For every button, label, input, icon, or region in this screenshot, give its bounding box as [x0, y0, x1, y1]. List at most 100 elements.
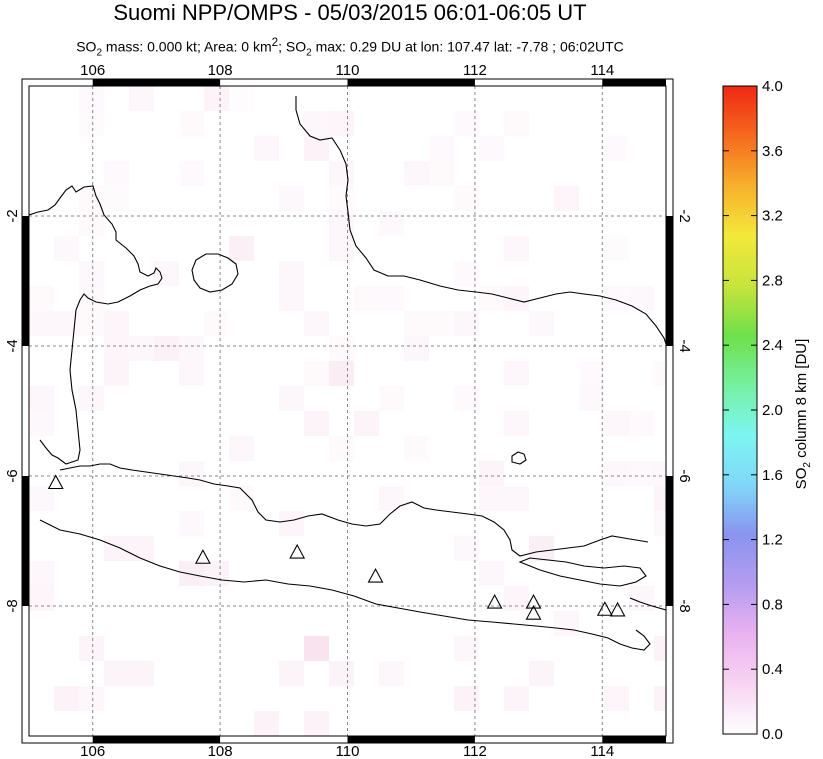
axis-tick-labels: 106 106 108 108 110 110 112 112 114 114 -2 -2 -4 -4 -6… [4, 62, 693, 759]
so2-cell [179, 111, 204, 136]
so2-cell [554, 186, 579, 211]
colorbar-tick-label: 0.4 [762, 661, 783, 678]
so2-cell [329, 236, 354, 261]
so2-cell [604, 461, 629, 486]
so2-cell [654, 461, 666, 486]
lon-tick-label-bottom: 112 [463, 743, 487, 759]
coastline-madura [518, 557, 647, 587]
so2-cell [629, 586, 654, 611]
so2-cell [479, 461, 504, 486]
so2-cell [29, 286, 54, 311]
so2-background-cells [29, 86, 666, 736]
so2-cell [329, 111, 354, 136]
so2-cell [79, 686, 104, 711]
lat-tick-label-right: -2 [676, 209, 693, 222]
so2-cell [379, 661, 404, 686]
so2-cell [229, 436, 254, 461]
colorbar-tick-label: 0.8 [762, 596, 783, 613]
so2-cell [79, 286, 104, 311]
coastline-bangka-island [191, 253, 239, 293]
so2-cell [279, 661, 304, 686]
colorbar-tick-label: 2.4 [762, 337, 783, 354]
lon-tick-label-bottom: 114 [590, 743, 614, 759]
so2-cell [104, 361, 129, 386]
so2-cell [154, 336, 179, 361]
so2-cell [54, 686, 79, 711]
volcano-markers [47, 474, 626, 620]
coastline-java-south [39, 519, 651, 651]
so2-cell [29, 486, 54, 511]
lat-tick-label-left: -6 [4, 469, 21, 482]
so2-cell [629, 411, 654, 436]
volcano-icon [525, 593, 542, 609]
so2-cell [129, 86, 154, 111]
so2-cell [204, 561, 229, 586]
so2-cell [654, 486, 666, 511]
so2-cell [179, 361, 204, 386]
frame-bar-top [602, 79, 666, 86]
so2-cell [554, 186, 579, 211]
so2-cell [379, 386, 404, 411]
so2-cell [504, 586, 529, 611]
coastline-bali [629, 597, 666, 611]
so2-cell [429, 161, 454, 186]
coastline-sumatra [29, 185, 163, 465]
so2-cell [579, 361, 604, 386]
so2-cell [279, 186, 304, 211]
so2-cell [179, 561, 204, 586]
so2-cell [329, 111, 354, 136]
so2-cell [104, 336, 129, 361]
coastline-java-north [59, 463, 649, 557]
colorbar-label: SO2 column 8 km [DU] [793, 338, 813, 490]
so2-cell [329, 661, 354, 686]
so2-cell [504, 411, 529, 436]
so2-cell [504, 111, 529, 136]
so2-cell [529, 536, 554, 561]
lon-tick-label-top: 110 [336, 62, 360, 79]
so2-cell [179, 461, 204, 486]
so2-cell [79, 261, 104, 286]
so2-cell [479, 561, 504, 586]
volcano-icon [289, 543, 306, 559]
so2-cell [329, 186, 354, 211]
so2-cell [304, 411, 329, 436]
lat-tick-label-left: -4 [4, 339, 21, 352]
so2-cell [379, 211, 404, 236]
volcano-icon [609, 601, 626, 617]
frame-bar-bottom [602, 736, 666, 743]
colorbar-tick-label: 4.0 [762, 78, 783, 95]
so2-cell [354, 286, 379, 311]
so2-cell [604, 686, 629, 711]
so2-cell [79, 386, 104, 411]
so2-cell [479, 486, 504, 511]
volcano-icon [194, 549, 211, 564]
so2-cell [404, 436, 429, 461]
so2-cell [29, 561, 54, 586]
frame-bar-left [22, 216, 29, 346]
lon-tick-label-top: 108 [208, 62, 233, 79]
so2-cell [254, 136, 279, 161]
so2-cell [229, 86, 254, 111]
lon-tick-label-bottom: 106 [80, 743, 105, 759]
so2-cell [79, 111, 104, 136]
so2-cell [554, 611, 579, 636]
coastline-borneo [295, 96, 666, 345]
so2-cell [304, 136, 329, 161]
so2-cell [329, 161, 354, 186]
so2-cell [129, 336, 154, 361]
so2-cell [29, 411, 54, 436]
so2-cell [104, 186, 129, 211]
lat-tick-label-right: -4 [676, 339, 693, 352]
so2-cell [104, 536, 129, 561]
so2-cell [304, 711, 329, 736]
so2-cell [404, 336, 429, 361]
frame-bar-right [666, 216, 673, 346]
so2-cell [504, 361, 529, 386]
so2-cell [29, 311, 54, 336]
lat-tick-label-left: -8 [4, 599, 21, 612]
so2-cell [279, 386, 304, 411]
coastline-bawean [511, 451, 527, 465]
lon-tick-label-bottom: 110 [336, 743, 360, 759]
so2-cell [79, 86, 104, 111]
frame-bar-bottom [347, 736, 475, 743]
